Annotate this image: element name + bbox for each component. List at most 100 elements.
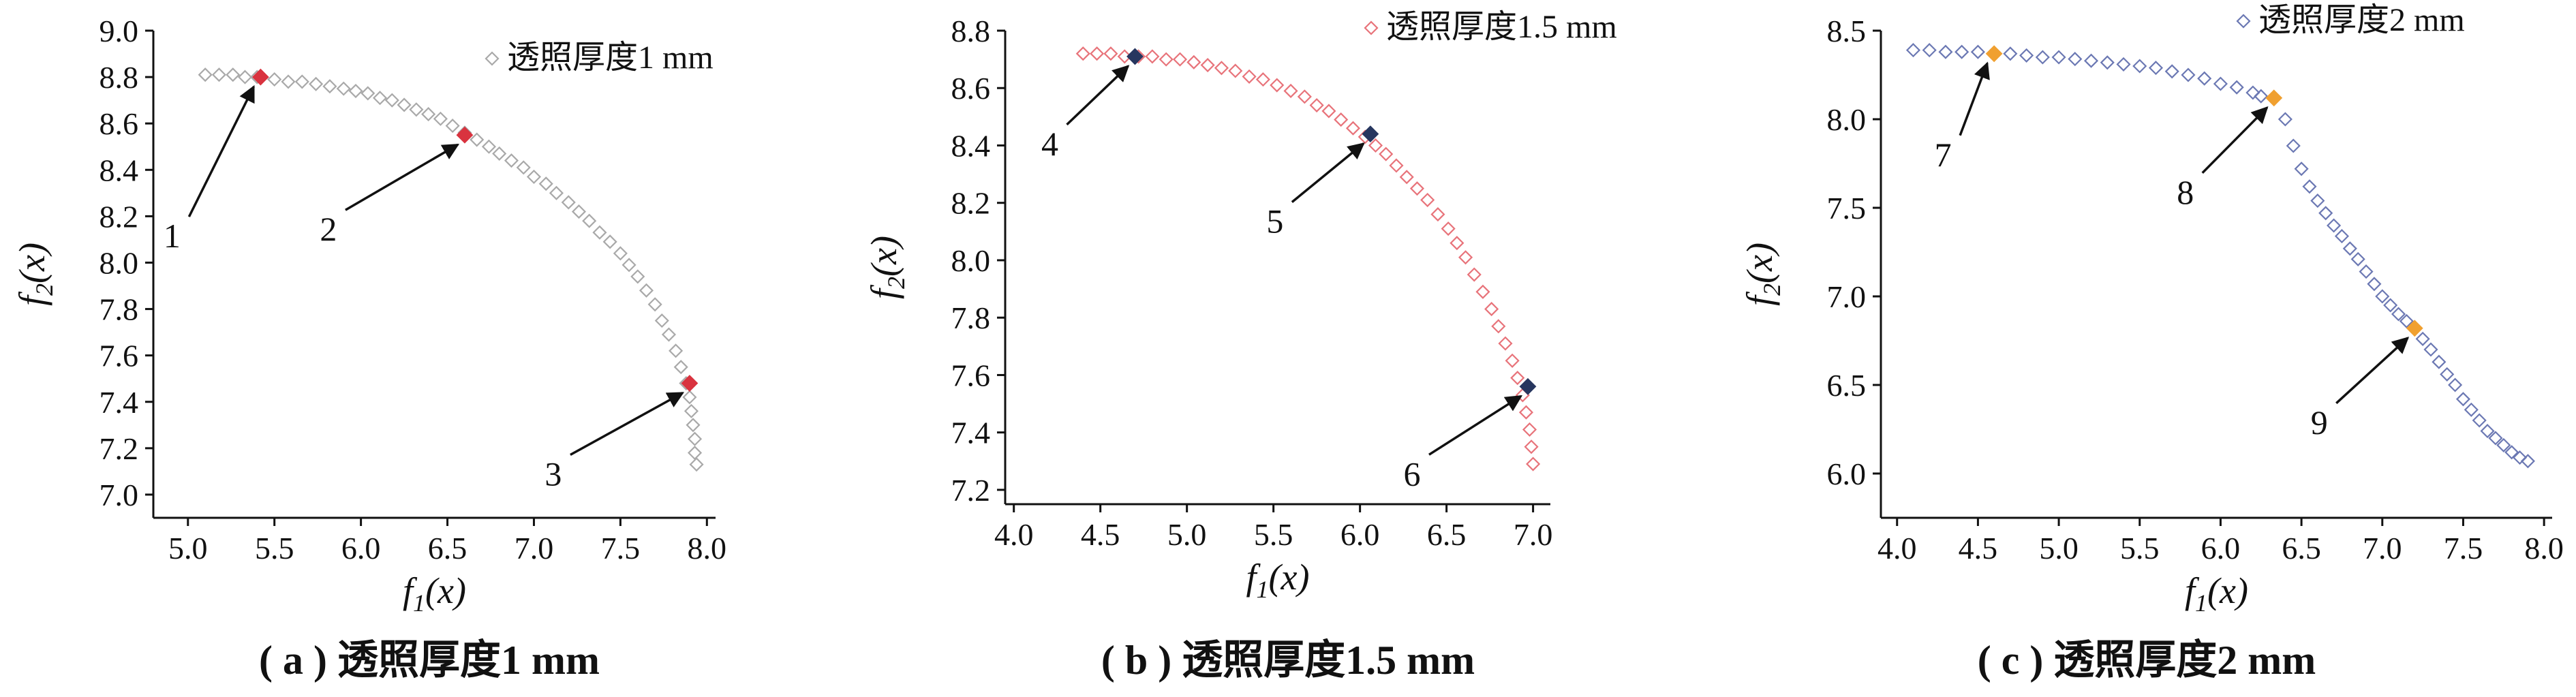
data-point (1309, 97, 1324, 113)
x-tick-label: 5.0 (2039, 531, 2079, 566)
data-point (1389, 158, 1404, 173)
x-tick-label: 7.5 (2444, 531, 2483, 566)
data-point (2480, 424, 2495, 439)
data-point (1321, 104, 1336, 119)
annotation-arrow (1066, 65, 1130, 126)
data-point (2019, 48, 2034, 63)
data-point (2051, 50, 2066, 65)
data-point (1399, 170, 1414, 185)
data-point (1075, 46, 1090, 61)
data-point (492, 146, 507, 161)
x-tick-label: 4.5 (1959, 531, 1998, 566)
annotation-label: 7 (1935, 136, 1952, 174)
data-point (1255, 72, 1270, 87)
x-axis-label-sub: 1 (2195, 589, 2207, 613)
y-tick-label: 7.0 (1827, 279, 1867, 314)
data-point (2302, 179, 2317, 194)
panel-caption-b: ( b ) 透照厚度1.5 mm (859, 627, 1717, 686)
annotation-label: 1 (164, 217, 181, 255)
scatter-plot-a: 5.0 5.5 6.0 6.5 7.0 7.5 8.0 7.0 7.2 7.4 7.6 7.8 8.0 8… (12, 14, 727, 613)
data-point (504, 153, 519, 168)
data-point (1409, 181, 1424, 196)
data-point (1484, 302, 1499, 317)
data-point (1345, 121, 1361, 136)
data-point (2286, 138, 2301, 153)
y-tick-label: 7.5 (1827, 191, 1867, 226)
x-axis-label-arg: (x) (1269, 557, 1310, 598)
data-point (2003, 46, 2018, 61)
legend-label: 透照厚度2 mm (2258, 2, 2465, 38)
annotation-label: 2 (320, 210, 337, 248)
data-point (2512, 450, 2528, 465)
data-point (1103, 46, 1118, 61)
x-tick-label: 6.0 (1340, 517, 1380, 552)
data-point (571, 204, 587, 219)
x-tick-label: 8.0 (688, 531, 727, 566)
highlight-point (251, 68, 269, 86)
x-tick-label: 6.5 (1427, 517, 1467, 552)
annotation-arrow (345, 143, 460, 211)
data-point (1922, 43, 1937, 58)
data-point (1458, 250, 1473, 265)
annotation-arrow (1428, 394, 1523, 456)
data-point (661, 327, 677, 342)
data-point (1970, 44, 1985, 59)
legend-marker (1364, 20, 1379, 35)
y-tick-label: 7.0 (99, 478, 139, 512)
data-point (1090, 46, 1105, 61)
data-point (211, 67, 227, 82)
data-point (1242, 69, 1257, 84)
data-point (2520, 454, 2535, 469)
data-point (687, 446, 703, 461)
data-point (237, 69, 253, 84)
x-tick-label: 7.0 (1514, 517, 1553, 552)
annotation-label: 6 (1403, 454, 1420, 493)
data-point (2327, 218, 2342, 233)
x-axis-label-sub: 1 (413, 589, 425, 613)
data-point (1524, 439, 1539, 454)
data-point (2035, 50, 2050, 65)
x-axis-label: f1(x) (2185, 570, 2248, 613)
data-point (2229, 80, 2244, 95)
data-point (1938, 44, 1953, 59)
y-tick-label: 7.6 (951, 358, 991, 392)
data-point (582, 213, 597, 228)
legend-marker (2236, 14, 2251, 29)
data-point (2496, 437, 2511, 452)
x-tick-label: 5.5 (255, 531, 294, 566)
data-point (2278, 112, 2293, 127)
x-axis-label: f1(x) (1246, 557, 1310, 603)
y-tick-label: 8.6 (951, 71, 991, 106)
y-tick-label: 7.2 (951, 473, 991, 508)
x-tick-label: 5.0 (1167, 517, 1207, 552)
data-point (2100, 55, 2115, 70)
data-point (1467, 267, 1482, 282)
data-point (1441, 221, 1456, 236)
data-point (630, 269, 645, 284)
highlight-point (681, 375, 699, 392)
data-point (2294, 161, 2309, 176)
highlight-point (1519, 377, 1537, 395)
data-point (2197, 71, 2212, 86)
data-point (384, 93, 399, 108)
data-point (1297, 89, 1312, 104)
x-axis-label-arg: (x) (2207, 570, 2248, 611)
caption-text-b: 透照厚度1.5 mm (1182, 638, 1475, 683)
annotation-label: 5 (1266, 202, 1283, 241)
y-axis-label-arg: (x) (12, 243, 52, 283)
data-point (2254, 89, 2269, 104)
x-axis-label-arg: (x) (425, 570, 466, 611)
data-point (1283, 83, 1298, 99)
y-tick-label: 8.5 (1827, 14, 1867, 48)
highlight-point (1126, 48, 1144, 65)
data-point (433, 111, 448, 126)
data-point (2391, 307, 2406, 322)
legend-label: 透照厚度1.5 mm (1386, 9, 1617, 45)
x-tick-label: 4.0 (1877, 531, 1917, 566)
y-tick-label: 7.2 (99, 431, 139, 466)
panel-label-c: ( c ) (1977, 638, 2044, 683)
data-point (602, 234, 617, 249)
data-point (647, 297, 662, 312)
data-point (2488, 431, 2503, 446)
data-point (2181, 67, 2196, 82)
